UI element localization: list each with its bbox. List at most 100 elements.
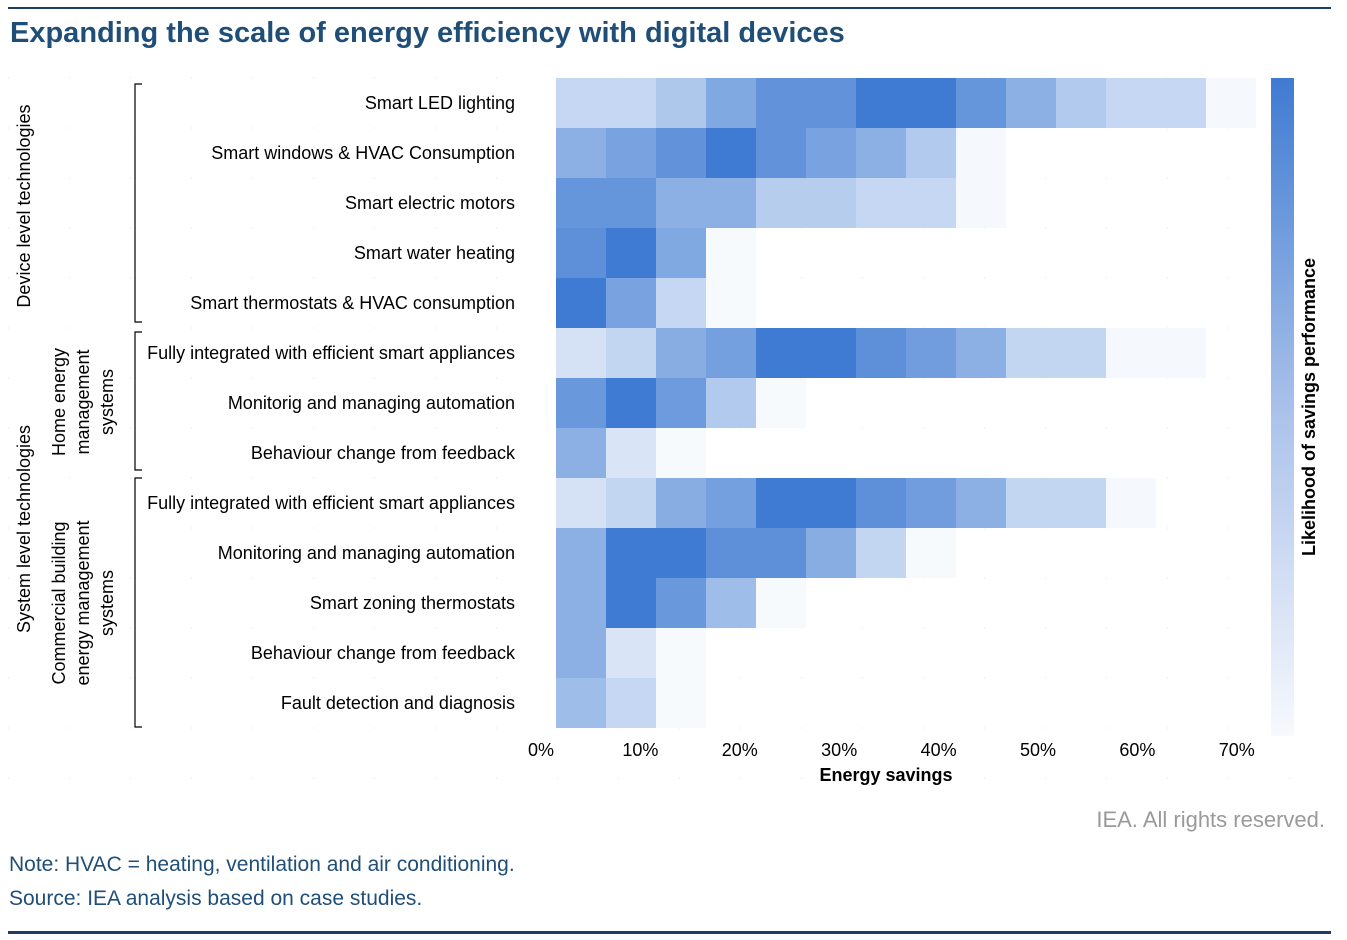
heatmap-cell [706, 128, 756, 178]
heatmap-cell [806, 528, 856, 578]
heatmap-cell [556, 378, 606, 428]
heatmap-cell [656, 428, 706, 478]
heatmap-cell [906, 128, 956, 178]
x-tick-label: 10% [622, 740, 658, 760]
heatmap-cell [956, 328, 1006, 378]
heatmap-cell [656, 78, 706, 128]
heatmap-cell [856, 128, 906, 178]
heatmap-cell [756, 478, 806, 528]
heatmap-cell [656, 378, 706, 428]
heatmap-cell [656, 678, 706, 728]
heatmap-cell [706, 528, 756, 578]
subgroup-label-commercial: energy management [73, 520, 93, 685]
heatmap-cell [956, 478, 1006, 528]
heatmap-cell [656, 178, 706, 228]
heatmap-cell [856, 178, 906, 228]
heatmap-cell [606, 678, 656, 728]
heatmap-cell [606, 528, 656, 578]
top-rule [8, 7, 1331, 9]
group-bracket [134, 331, 142, 471]
heatmap-cell [1056, 328, 1106, 378]
chart-title: Expanding the scale of energy efficiency… [10, 17, 845, 49]
group-bracket [134, 477, 142, 728]
heatmap-cell [606, 378, 656, 428]
heatmap-cell [706, 278, 756, 328]
row-label: Fault detection and diagnosis [281, 693, 515, 713]
heatmap-cell [656, 328, 706, 378]
heatmap-cell [1106, 478, 1156, 528]
row-label: Smart thermostats & HVAC consumption [190, 293, 515, 313]
note-text: Note: HVAC = heating, ventilation and ai… [9, 853, 515, 876]
source-text: Source: IEA analysis based on case studi… [9, 887, 423, 910]
heatmap-cell [1206, 78, 1256, 128]
subgroup-label-home: management [73, 349, 93, 454]
heatmap-cell [556, 128, 606, 178]
heatmap-cell [756, 178, 806, 228]
heatmap-cell [556, 328, 606, 378]
heatmap-cell [606, 628, 656, 678]
row-label: Monitorig and managing automation [228, 393, 515, 413]
heatmap-cell [1006, 78, 1056, 128]
heatmap-cell [806, 478, 856, 528]
rights-notice: IEA. All rights reserved. [1096, 807, 1325, 832]
heatmap-cell [756, 378, 806, 428]
heatmap-cell [606, 328, 656, 378]
x-tick-label: 70% [1219, 740, 1255, 760]
heatmap-cell [1156, 78, 1206, 128]
x-tick-label: 20% [722, 740, 758, 760]
heatmap-cell [906, 78, 956, 128]
heatmap-cell [756, 578, 806, 628]
heatmap-cell [906, 478, 956, 528]
heatmap-cell [656, 528, 706, 578]
heatmap-cell [556, 78, 606, 128]
heatmap-cell [906, 178, 956, 228]
heatmap-cell [706, 578, 756, 628]
heatmap-cell [856, 528, 906, 578]
subgroup-label-home: systems [97, 369, 117, 435]
row-label: Smart water heating [354, 243, 515, 263]
heatmap-cell [756, 128, 806, 178]
heatmap-cell [856, 478, 906, 528]
heatmap-cell [906, 528, 956, 578]
subgroup-label-home: Home energy [49, 348, 69, 456]
heatmap-cell [606, 178, 656, 228]
heatmap-cell [1056, 78, 1106, 128]
x-axis-label: Energy savings [819, 765, 952, 785]
bottom-rule [8, 931, 1331, 934]
heatmap-cell [756, 78, 806, 128]
x-tick-label: 60% [1119, 740, 1155, 760]
heatmap-cell [806, 178, 856, 228]
heatmap-cell [1006, 328, 1056, 378]
row-label: Smart electric motors [345, 193, 515, 213]
heatmap-cell [656, 578, 706, 628]
heatmap-cell [556, 478, 606, 528]
heatmap-cell [956, 78, 1006, 128]
heatmap-cell [806, 128, 856, 178]
heatmap-cell [706, 378, 756, 428]
heatmap-cell [606, 478, 656, 528]
heatmap-cell [806, 328, 856, 378]
heatmap-cell [656, 228, 706, 278]
heatmap-cell [756, 328, 806, 378]
row-label: Behaviour change from feedback [251, 643, 516, 663]
subgroup-label-commercial: Commercial building [49, 521, 69, 684]
heatmap-cell [956, 178, 1006, 228]
heatmap-cell [606, 78, 656, 128]
x-tick-label: 50% [1020, 740, 1056, 760]
heatmap-cell [706, 178, 756, 228]
heatmap-cell [856, 328, 906, 378]
x-tick-label: 0% [528, 740, 554, 760]
group-label-system: System level technologies [14, 425, 34, 633]
heatmap-cell [1156, 328, 1206, 378]
heatmap-cell [706, 78, 756, 128]
colorbar-label: Likelihood of savings performance [1299, 258, 1319, 556]
heatmap-cell [556, 678, 606, 728]
row-label: Monitoring and managing automation [218, 543, 515, 563]
heatmap-cell [756, 528, 806, 578]
row-label: Behaviour change from feedback [251, 443, 516, 463]
heatmap-cell [556, 228, 606, 278]
heatmap-cell [556, 428, 606, 478]
row-label: Smart zoning thermostats [310, 593, 515, 613]
heatmap-cell [706, 478, 756, 528]
group-labels: Device level technologies System level te… [14, 104, 117, 685]
